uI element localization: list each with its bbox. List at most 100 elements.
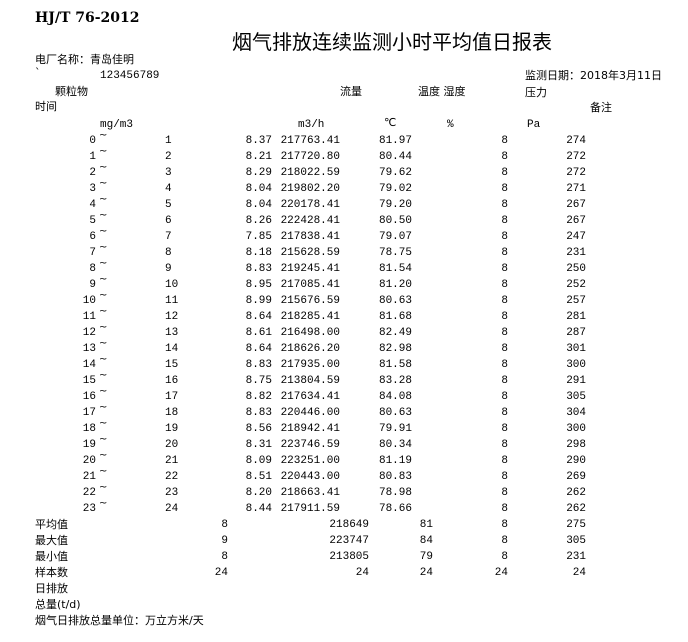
hour-end: 24 [165,503,179,515]
hour-end: 21 [165,455,179,467]
particulate-value: 8.18 [245,247,272,259]
summary-pressure: 24 [572,567,586,579]
particulate-value: 8.29 [245,167,272,179]
hour-start: 23 [82,503,96,515]
flow-value: 217634.41 [280,391,340,403]
temp-value: 81.97 [378,135,412,147]
temp-value: 80.63 [378,295,412,307]
plant-code: 123456789 [100,70,160,82]
hour-end: 18 [165,407,179,419]
hour-end: 6 [165,215,172,227]
pressure-value: 267 [566,215,586,227]
daily-emission-label: 日排放 [35,582,68,595]
flow-value: 218942.41 [280,423,340,435]
tilde: ~ [99,450,108,461]
summary-flow: 24 [355,567,369,579]
pressure-value: 287 [566,327,586,339]
summary-particulate: 24 [214,567,228,579]
hour-start: 9 [89,279,96,291]
humidity-value: 8 [501,279,508,291]
hour-end: 20 [165,439,179,451]
hour-end: 12 [165,311,179,323]
particulate-value: 7.85 [245,231,272,243]
flow-value: 218663.41 [280,487,340,499]
temp-value: 82.98 [378,343,412,355]
tilde: ~ [99,290,108,301]
temp-value: 78.66 [378,503,412,515]
particulate-value: 8.31 [245,439,272,451]
pressure-value: 250 [566,263,586,275]
pressure-value: 291 [566,375,586,387]
tilde: ~ [99,434,108,445]
tilde: ~ [99,338,108,349]
particulate-value: 8.64 [245,343,272,355]
humidity-value: 8 [501,487,508,499]
hour-start: 5 [89,215,96,227]
hour-end: 1 [165,135,172,147]
report-title: 烟气排放连续监测小时平均值日报表 [232,30,552,54]
hour-end: 8 [165,247,172,259]
flow-value: 215628.59 [280,247,340,259]
hour-start: 6 [89,231,96,243]
particulate-value: 8.95 [245,279,272,291]
flow-value: 213804.59 [280,375,340,387]
standard-code: HJ/T 76-2012 [35,10,140,26]
particulate-value: 8.75 [245,375,272,387]
tilde: ~ [99,322,108,333]
tilde: ~ [99,242,108,253]
particulate-value: 8.37 [245,135,272,147]
hour-start: 8 [89,263,96,275]
hour-start: 13 [82,343,96,355]
summary-particulate: 8 [221,519,228,531]
humidity-value: 8 [501,359,508,371]
hour-end: 2 [165,151,172,163]
tilde: ~ [99,498,108,509]
col-flow: 流量 [340,85,362,98]
tilde: ~ [99,226,108,237]
hour-end: 10 [165,279,179,291]
temp-value: 78.98 [378,487,412,499]
humidity-value: 8 [501,407,508,419]
tilde: ~ [99,178,108,189]
summary-humidity: 24 [494,567,508,579]
humidity-value: 8 [501,295,508,307]
tilde: ~ [99,402,108,413]
summary-flow: 223747 [329,535,369,547]
tilde: ~ [99,418,108,429]
humidity-value: 8 [501,151,508,163]
particulate-value: 8.83 [245,263,272,275]
temp-value: 83.28 [378,375,412,387]
total-label: 总量(t/d) [35,598,81,611]
tilde: ~ [99,162,108,173]
temp-value: 79.07 [378,231,412,243]
col-pressure: 压力 [525,86,547,99]
hour-end: 14 [165,343,179,355]
flow-value: 218626.20 [280,343,340,355]
humidity-value: 8 [501,247,508,259]
col-temp-humidity: 温度 湿度 [418,85,466,98]
particulate-value: 8.61 [245,327,272,339]
humidity-value: 8 [501,503,508,515]
hour-end: 5 [165,199,172,211]
flow-value: 218022.59 [280,167,340,179]
pressure-value: 271 [566,183,586,195]
pressure-value: 300 [566,423,586,435]
summary-flow: 213805 [329,551,369,563]
summary-temp: 79 [419,551,433,563]
temp-value: 80.34 [378,439,412,451]
particulate-value: 8.83 [245,407,272,419]
particulate-value: 8.51 [245,471,272,483]
pressure-value: 252 [566,279,586,291]
temp-value: 80.50 [378,215,412,227]
hour-start: 22 [82,487,96,499]
particulate-value: 8.64 [245,311,272,323]
summary-pressure: 231 [566,551,586,563]
humidity-value: 8 [501,375,508,387]
humidity-value: 8 [501,423,508,435]
hour-end: 15 [165,359,179,371]
pressure-value: 257 [566,295,586,307]
humidity-value: 8 [501,439,508,451]
hour-end: 17 [165,391,179,403]
hour-start: 14 [82,359,96,371]
humidity-value: 8 [501,343,508,355]
